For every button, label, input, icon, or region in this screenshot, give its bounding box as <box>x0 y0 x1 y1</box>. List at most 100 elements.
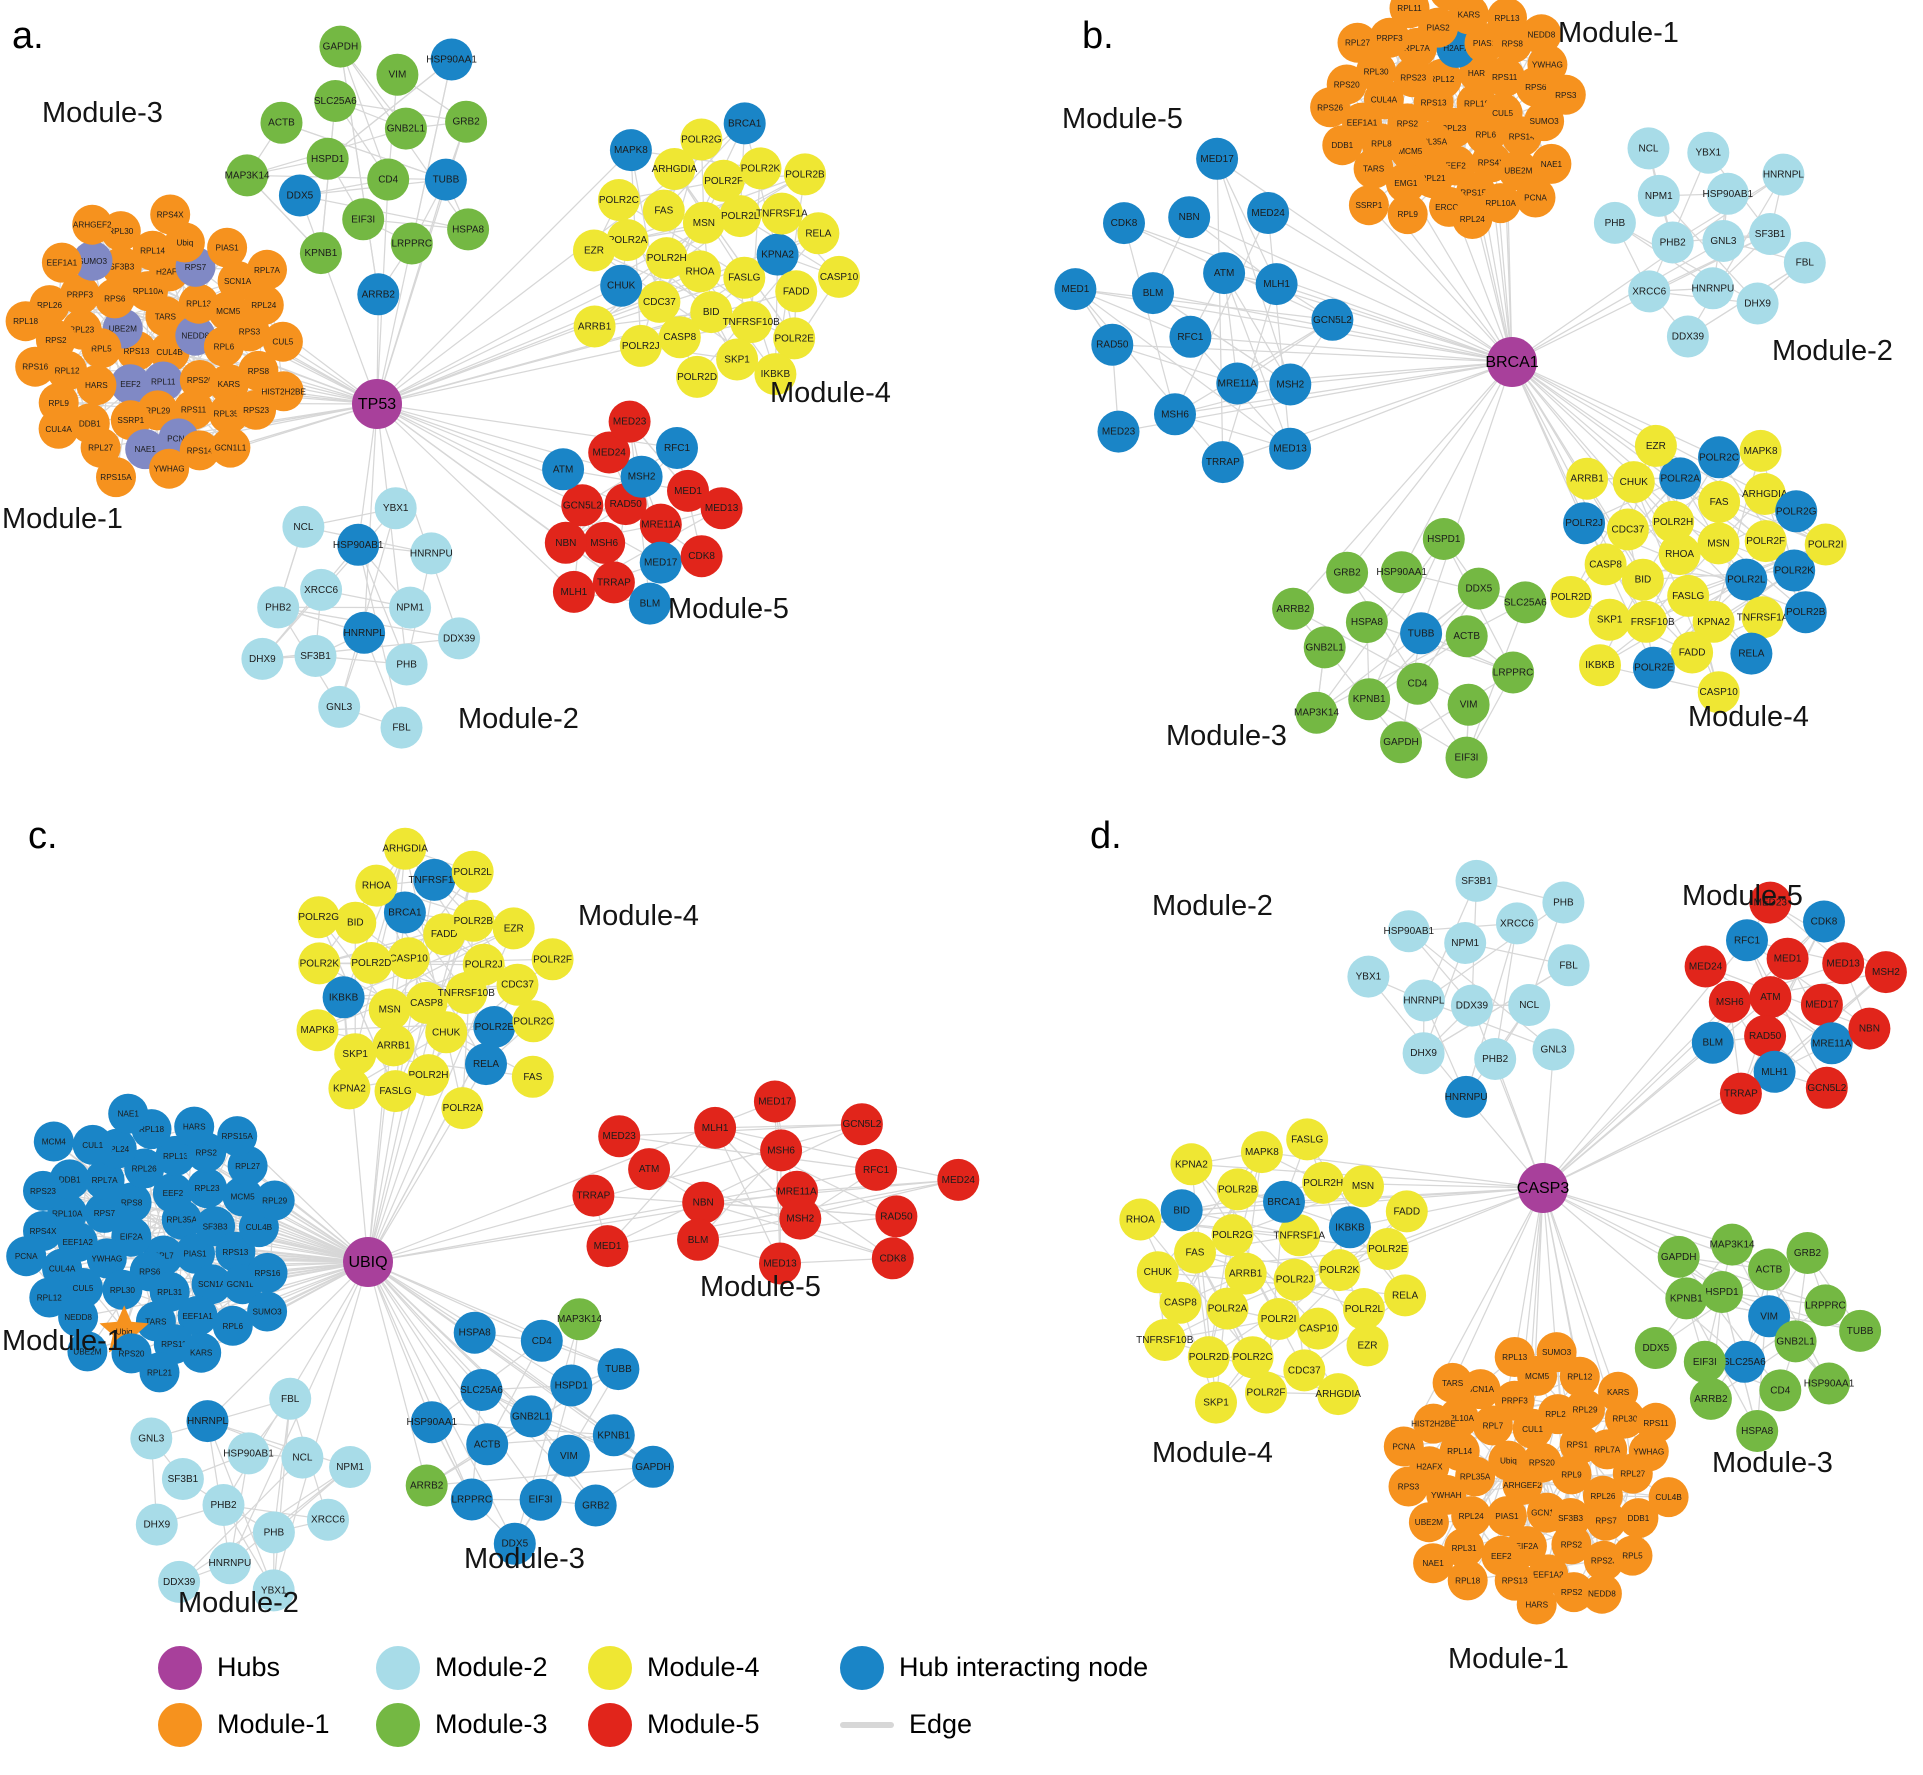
node-d-HNRNPU[interactable]: HNRNPU <box>1445 1075 1488 1118</box>
node-c-HNRNPU[interactable]: HNRNPU <box>209 1542 252 1585</box>
node-b-HSP90AB1[interactable]: HSP90AB1 <box>1703 172 1754 215</box>
node-b-RPL9[interactable]: RPL9 <box>1387 194 1428 235</box>
node-c-NPM1[interactable]: NPM1 <box>329 1446 372 1488</box>
node-d-RPL31[interactable]: RPL31 <box>1444 1527 1485 1568</box>
hub-CASP3[interactable]: CASP3 <box>1517 1163 1570 1213</box>
node-b-KPNA2[interactable]: KPNA2 <box>1692 600 1735 643</box>
node-c-KPNA2[interactable]: KPNA2 <box>328 1067 371 1110</box>
node-a-RFC1[interactable]: RFC1 <box>656 427 698 469</box>
node-a-RPS6[interactable]: RPS6 <box>94 278 135 319</box>
node-b-NBN[interactable]: NBN <box>1168 196 1211 239</box>
node-b-EZR[interactable]: EZR <box>1634 424 1677 467</box>
node-a-KPNB1[interactable]: KPNB1 <box>299 232 342 275</box>
node-b-HSPA8[interactable]: HSPA8 <box>1345 601 1388 644</box>
node-c-POLR2E[interactable]: POLR2E <box>473 1006 516 1048</box>
node-d-SLC25A6[interactable]: SLC25A6 <box>1723 1340 1766 1383</box>
node-b-SUMO3[interactable]: SUMO3 <box>1524 101 1565 142</box>
node-a-XRCC6[interactable]: XRCC6 <box>300 568 343 611</box>
node-a-PHB2[interactable]: PHB2 <box>257 586 300 629</box>
node-d-IKBKB[interactable]: IKBKB <box>1328 1206 1371 1249</box>
node-b-FAS[interactable]: FAS <box>1698 480 1741 523</box>
node-c-GAPDH[interactable]: GAPDH <box>632 1445 674 1488</box>
node-a-POLR2L[interactable]: POLR2L <box>719 195 762 238</box>
node-c-POLR2A[interactable]: POLR2A <box>441 1087 484 1130</box>
node-c-RPS15A[interactable]: RPS15A <box>217 1116 258 1157</box>
node-d-SUMO3[interactable]: SUMO3 <box>1536 1332 1577 1373</box>
node-a-PHB[interactable]: PHB <box>385 643 428 686</box>
node-b-RPS26[interactable]: RPS26 <box>1310 87 1351 128</box>
node-d-XRCC6[interactable]: XRCC6 <box>1496 902 1538 945</box>
node-c-BLM[interactable]: BLM <box>677 1218 719 1261</box>
node-a-SF3B1[interactable]: SF3B1 <box>294 635 337 677</box>
node-c-YWHAG[interactable]: YWHAG <box>86 1238 127 1279</box>
node-b-MLH1[interactable]: MLH1 <box>1255 263 1298 306</box>
node-d-POLR2D[interactable]: POLR2D <box>1187 1336 1230 1379</box>
node-c-POLR2K[interactable]: POLR2K <box>298 942 341 985</box>
node-c-LRPPRC[interactable]: LRPPRC <box>450 1478 493 1521</box>
node-b-BLM[interactable]: BLM <box>1132 272 1174 315</box>
node-a-ARRB2[interactable]: ARRB2 <box>357 273 400 316</box>
node-b-KARS[interactable]: KARS <box>1448 0 1489 35</box>
node-a-MSN[interactable]: MSN <box>682 201 725 244</box>
node-b-MAPK8[interactable]: MAPK8 <box>1739 429 1782 472</box>
node-d-RPL13[interactable]: RPL13 <box>1494 1337 1535 1377</box>
node-b-TRRAP[interactable]: TRRAP <box>1201 441 1244 484</box>
node-d-POLR2K[interactable]: POLR2K <box>1318 1249 1361 1292</box>
node-c-HSPD1[interactable]: HSPD1 <box>550 1364 593 1407</box>
node-a-NCL[interactable]: NCL <box>282 505 325 548</box>
node-c-RPL12[interactable]: RPL12 <box>29 1277 70 1318</box>
node-d-RPS2[interactable]: RPS2 <box>1551 1524 1592 1565</box>
node-b-KPNB1[interactable]: KPNB1 <box>1348 678 1391 721</box>
node-b-EMG1[interactable]: EMG1 <box>1385 162 1426 203</box>
node-d-SF3B1[interactable]: SF3B1 <box>1455 859 1498 902</box>
node-b-POLR2L[interactable]: POLR2L <box>1725 558 1768 601</box>
node-a-MAPK8[interactable]: MAPK8 <box>609 129 652 172</box>
node-b-PRPF3[interactable]: PRPF3 <box>1369 17 1410 58</box>
node-b-POLR2A[interactable]: POLR2A <box>1659 457 1702 500</box>
node-b-NAE1[interactable]: NAE1 <box>1531 143 1572 184</box>
node-b-SF3B3[interactable]: SF3B3 <box>1429 0 1469 11</box>
node-a-RPL12[interactable]: RPL12 <box>47 350 88 391</box>
node-b-CDC37[interactable]: CDC37 <box>1606 508 1649 551</box>
node-c-GNB2L1[interactable]: GNB2L1 <box>510 1395 553 1438</box>
node-c-CHUK[interactable]: CHUK <box>425 1011 468 1054</box>
node-b-MSN[interactable]: MSN <box>1697 522 1740 565</box>
node-a-NBN[interactable]: NBN <box>544 521 587 564</box>
node-b-RELA[interactable]: RELA <box>1730 632 1773 675</box>
node-b-RPS11[interactable]: RPS11 <box>1484 56 1525 97</box>
node-b-ARRB1[interactable]: ARRB1 <box>1566 457 1609 500</box>
node-b-TNFRSF10B[interactable]: TNFRSF10B <box>1617 600 1675 643</box>
node-d-POLR2F[interactable]: POLR2F <box>1245 1371 1287 1414</box>
node-b-MED17[interactable]: MED17 <box>1196 137 1239 180</box>
node-a-RPL27[interactable]: RPL27 <box>80 427 121 468</box>
node-c-CDK8[interactable]: CDK8 <box>871 1237 914 1280</box>
node-a-YBX1[interactable]: YBX1 <box>374 487 417 530</box>
node-c-RPL23[interactable]: RPL23 <box>187 1168 227 1209</box>
node-a-ATM[interactable]: ATM <box>542 448 585 491</box>
node-c-GNL3[interactable]: GNL3 <box>130 1417 173 1460</box>
node-b-RHOA[interactable]: RHOA <box>1658 533 1701 576</box>
node-c-RPL26[interactable]: RPL26 <box>124 1148 165 1189</box>
node-b-GCN5L2[interactable]: GCN5L2 <box>1311 298 1354 341</box>
node-a-RPS4X[interactable]: RPS4X <box>150 194 191 235</box>
node-c-RPS16[interactable]: RPS16 <box>247 1252 288 1293</box>
node-d-MSH2[interactable]: MSH2 <box>1864 951 1907 994</box>
node-a-CUL4A[interactable]: CUL4A <box>38 408 79 449</box>
node-d-DDB1[interactable]: DDB1 <box>1618 1498 1659 1539</box>
node-a-CDC37[interactable]: CDC37 <box>638 280 681 323</box>
node-b-LRPPRC[interactable]: LRPPRC <box>1492 651 1535 694</box>
node-d-BRCA1[interactable]: BRCA1 <box>1263 1180 1305 1223</box>
node-b-HSPD1[interactable]: HSPD1 <box>1422 518 1465 560</box>
node-a-PRPF3[interactable]: PRPF3 <box>59 274 100 315</box>
node-d-GCN5L2[interactable]: GCN5L2 <box>1805 1066 1848 1109</box>
node-d-CHUK[interactable]: CHUK <box>1136 1251 1179 1294</box>
node-b-POLR2C[interactable]: POLR2C <box>1698 436 1740 479</box>
node-c-NCL[interactable]: NCL <box>281 1436 324 1479</box>
node-c-SKP1[interactable]: SKP1 <box>334 1033 377 1076</box>
node-b-DDX5[interactable]: DDX5 <box>1457 567 1500 610</box>
node-c-MED1[interactable]: MED1 <box>586 1225 629 1268</box>
node-b-DDX39[interactable]: DDX39 <box>1666 315 1709 358</box>
node-d-NPM1[interactable]: NPM1 <box>1444 922 1487 964</box>
node-c-MED23[interactable]: MED23 <box>598 1115 641 1158</box>
node-d-CUL4B[interactable]: CUL4B <box>1648 1477 1689 1518</box>
